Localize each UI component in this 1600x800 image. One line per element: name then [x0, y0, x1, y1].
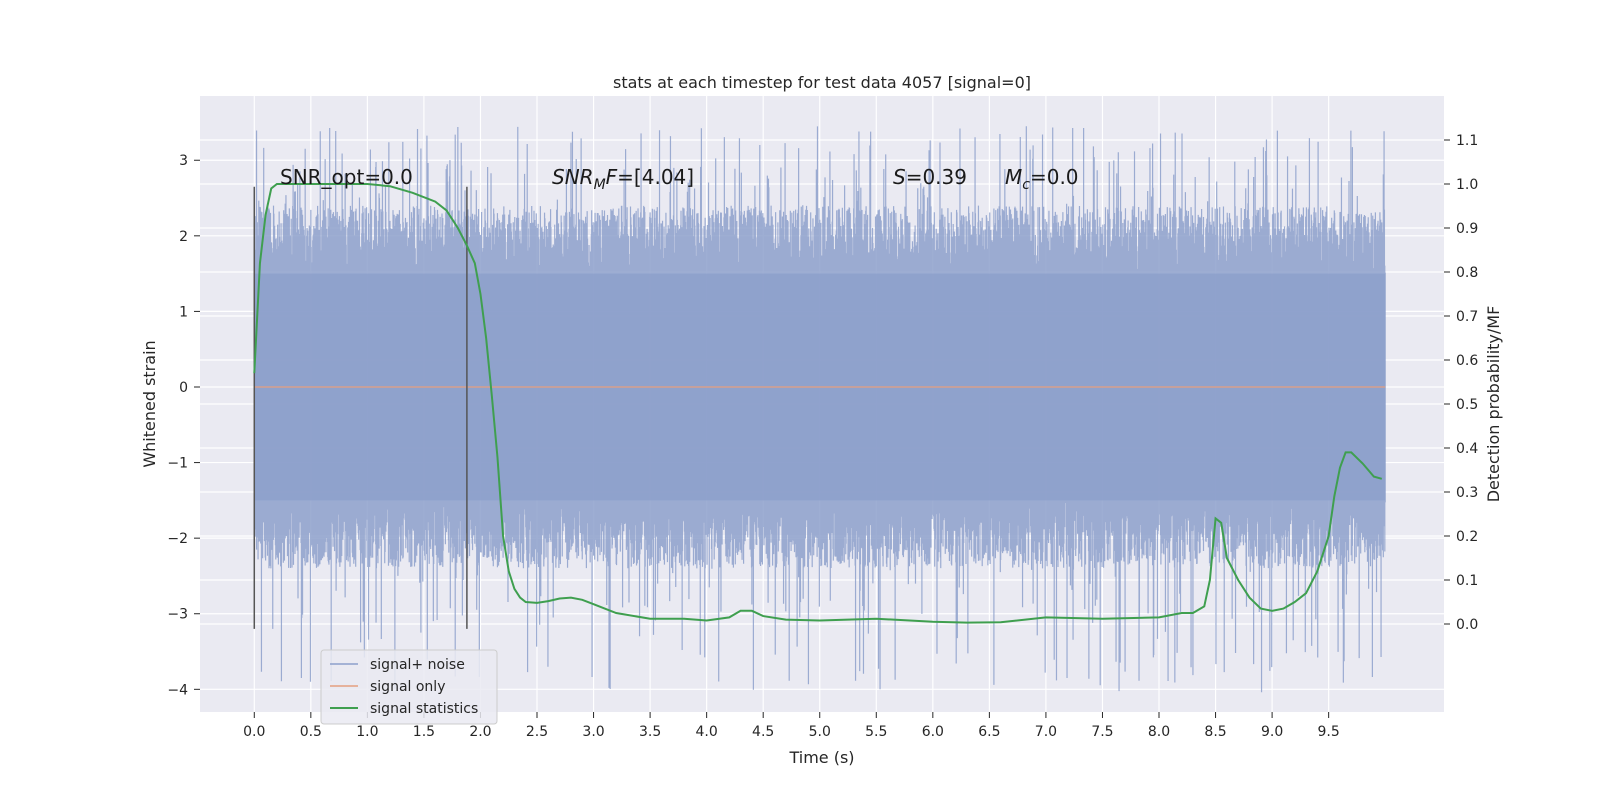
x-tick-label-15: 7.5: [1091, 724, 1113, 740]
x-tick-label-11: 5.5: [865, 724, 887, 740]
x-tick-label-8: 4.0: [696, 724, 718, 740]
x-tick-label-9: 4.5: [752, 724, 774, 740]
x-tick-label-13: 6.5: [978, 724, 1000, 740]
x-tick-label-19: 9.5: [1318, 724, 1340, 740]
x-tick-label-14: 7.0: [1035, 724, 1057, 740]
y2-tick-label-1: 0.1: [1456, 573, 1478, 589]
y-tick-label-6: 2: [179, 229, 188, 245]
x-tick-label-18: 9.0: [1261, 724, 1283, 740]
annotation-snr-mf-suffix: F: [606, 165, 618, 189]
x-tick-label-0: 0.0: [243, 724, 265, 740]
signal-statistics-line: [253, 183, 1383, 624]
legend-label-signal-statistics: signal statistics: [370, 701, 478, 717]
legend: signal+ noise signal only signal statist…: [320, 649, 498, 725]
annotation-s-value: =0.39: [906, 165, 967, 189]
annotation-snr-mf-sub: M: [594, 177, 606, 193]
x-tick-label-1: 0.5: [300, 724, 322, 740]
y-axis-label: Whitened strain: [140, 340, 159, 467]
annotation-mc-base: M: [1005, 165, 1022, 189]
y-tick-label-3: −1: [167, 456, 188, 472]
y-tick-label-5: 1: [179, 304, 188, 320]
x-axis-label: Time (s): [788, 748, 854, 767]
y2-tick-label-4: 0.4: [1456, 441, 1478, 457]
y-tick-label-1: −3: [167, 607, 188, 623]
signal-statistics-series: [253, 183, 1383, 624]
y-tick-label-7: 3: [179, 153, 188, 169]
annotation-snr-mf: SNRMF=[4.04]: [552, 165, 694, 193]
y2-tick-label-0: 0.0: [1456, 617, 1478, 633]
y2-tick-label-3: 0.3: [1456, 485, 1478, 501]
x-tick-label-16: 8.0: [1148, 724, 1170, 740]
annotation-snr-mf-base: SNR: [552, 165, 594, 189]
y-axis-ticks: −4 −3 −2 −1 0 1 2 3: [167, 153, 200, 698]
x-tick-label-4: 2.0: [469, 724, 491, 740]
y-tick-label-0: −4: [167, 682, 188, 698]
annotation-snr-opt-value: =0.0: [364, 165, 413, 189]
annotation-snr-mf-value: =[4.04]: [617, 165, 694, 189]
annotation-s: S=0.39: [893, 165, 967, 189]
legend-label-signal-only: signal only: [370, 679, 445, 695]
x-axis-ticks: 0.0 0.5 1.0 1.5 2.0 2.5 3.0 3.5 4.0 4.5 5.0 5.5 6.0 6…: [243, 712, 1340, 740]
y2-tick-label-11: 1.1: [1456, 133, 1478, 149]
x-tick-label-5: 2.5: [526, 724, 548, 740]
y2-tick-label-8: 0.8: [1456, 265, 1478, 281]
y2-tick-label-10: 1.0: [1456, 177, 1478, 193]
y2-axis-ticks: 0.0 0.1 0.2 0.3 0.4 0.5 0.6 0.7 0.8 0.9 1.0 1.1: [1444, 133, 1478, 633]
annotation-snr-opt: SNR_opt=0.0: [280, 165, 413, 189]
x-tick-label-7: 3.5: [639, 724, 661, 740]
legend-box: [320, 649, 498, 725]
x-tick-label-12: 6.0: [922, 724, 944, 740]
chart-title: stats at each timestep for test data 405…: [613, 73, 1031, 92]
y2-tick-label-9: 0.9: [1456, 221, 1478, 237]
y2-tick-label-5: 0.5: [1456, 397, 1478, 413]
y2-tick-label-2: 0.2: [1456, 529, 1478, 545]
marker-lines: [253, 186, 468, 629]
annotation-snr-opt-prefix: SNR_opt: [280, 165, 364, 189]
annotation-mc-value: =0.0: [1030, 165, 1079, 189]
x-tick-label-3: 1.5: [413, 724, 435, 740]
x-tick-label-2: 1.0: [356, 724, 378, 740]
y2-tick-label-6: 0.6: [1456, 353, 1478, 369]
y-tick-label-2: −2: [167, 531, 188, 547]
x-tick-label-17: 8.5: [1204, 724, 1226, 740]
annotation-mc: Mc=0.0: [1005, 165, 1079, 193]
annotation-mc-sub: c: [1022, 177, 1030, 193]
x-tick-label-6: 3.0: [582, 724, 604, 740]
legend-label-signal-noise: signal+ noise: [370, 657, 465, 673]
annotation-s-base: S: [893, 165, 906, 189]
x-tick-label-10: 5.0: [809, 724, 831, 740]
y2-axis-label: Detection probability/MF: [1484, 306, 1503, 503]
y-tick-label-4: 0: [179, 380, 188, 396]
y2-tick-label-7: 0.7: [1456, 309, 1478, 325]
